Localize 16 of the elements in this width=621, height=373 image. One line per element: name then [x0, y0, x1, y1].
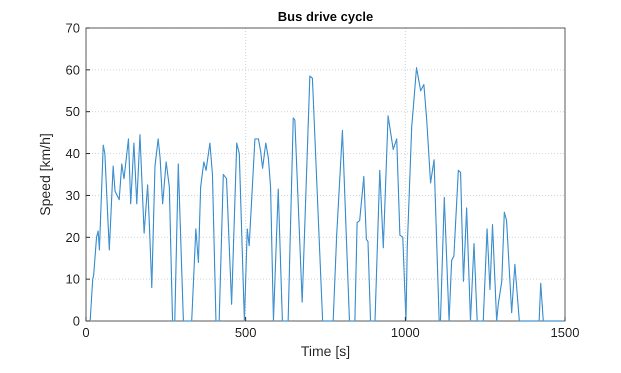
chart-title: Bus drive cycle: [278, 9, 374, 24]
x-tick-label: 500: [234, 325, 257, 340]
y-axis-title: Speed [km/h]: [37, 133, 53, 216]
y-tick-label: 0: [72, 314, 80, 328]
y-tick-label: 70: [66, 20, 80, 36]
line-series: [90, 67, 564, 322]
x-tick-label: 0: [82, 325, 90, 340]
y-tick-label: 20: [66, 230, 80, 245]
x-tick-label: 1500: [550, 325, 580, 340]
y-tick-label: 50: [66, 104, 80, 120]
y-tick-label: 40: [66, 146, 80, 162]
y-tick-label: 30: [66, 188, 80, 203]
y-tick-label: 60: [66, 62, 80, 78]
x-axis-title: Time [s]: [300, 343, 350, 359]
x-tick-label: 1000: [390, 325, 420, 340]
y-tick-label: 10: [66, 272, 80, 287]
